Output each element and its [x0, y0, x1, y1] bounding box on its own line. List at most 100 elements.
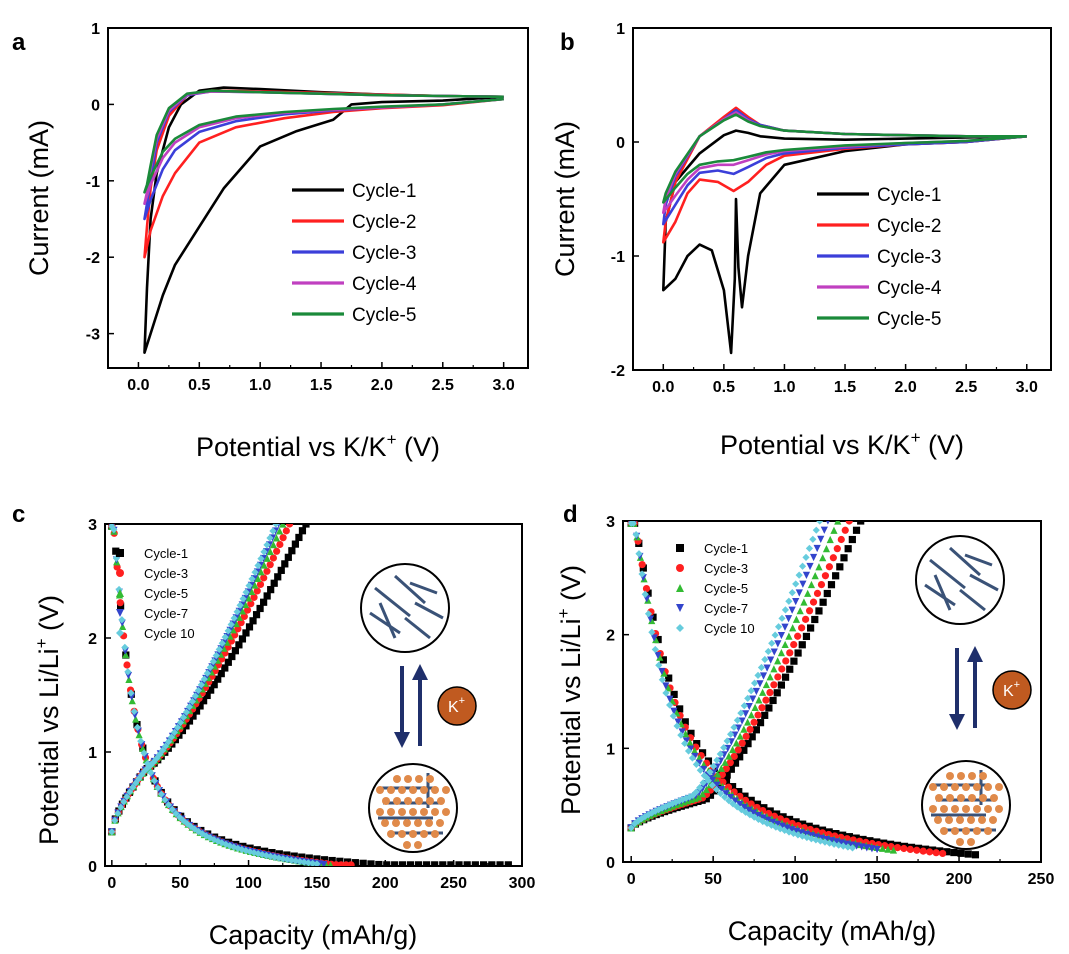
data-point [127, 689, 135, 697]
data-point [279, 534, 287, 542]
k-ion-particle [929, 805, 937, 813]
x-tick-label: 0.0 [127, 377, 149, 394]
data-point [781, 640, 789, 649]
data-point [774, 640, 782, 648]
data-point [257, 555, 265, 563]
data-point [837, 839, 846, 847]
data-point [913, 846, 921, 854]
data-point [829, 554, 837, 562]
data-point [741, 792, 749, 800]
data-point [328, 856, 336, 865]
intercalation-inset: K+ [915, 535, 1032, 850]
data-point [291, 540, 299, 548]
x-tick-label: 0.5 [188, 377, 210, 394]
data-point [692, 760, 700, 768]
data-point [726, 759, 734, 767]
data-point [122, 651, 130, 659]
data-point [770, 648, 778, 656]
x-tick-label: 1.0 [773, 379, 795, 396]
data-point [651, 645, 659, 654]
data-point [740, 702, 748, 710]
legend-label: Cycle-7 [704, 601, 748, 616]
data-point [431, 861, 439, 866]
data-point [244, 594, 253, 602]
data-point [839, 842, 847, 850]
data-point [676, 705, 684, 713]
k-ion-particle [392, 819, 400, 827]
data-point [161, 742, 170, 750]
data-point [179, 713, 188, 721]
data-point [359, 859, 367, 866]
data-point [263, 592, 271, 600]
panel-letter-b: b [560, 29, 575, 56]
data-point [108, 524, 116, 530]
data-point [239, 595, 247, 603]
k-ion-particle [404, 775, 412, 783]
k-ion-particle [962, 783, 970, 791]
data-point [759, 814, 767, 822]
data-point [641, 590, 649, 598]
k-ion-particle [393, 797, 401, 805]
data-point [212, 651, 220, 660]
data-point [126, 788, 134, 796]
data-point [284, 553, 292, 561]
data-point [658, 667, 666, 676]
data-point [708, 781, 716, 789]
k-ion-particle [956, 838, 964, 846]
k-ion-particle [935, 794, 943, 802]
data-point [746, 811, 754, 819]
x-tick-label: 100 [782, 871, 809, 888]
data-point [231, 647, 239, 655]
data-point [695, 793, 703, 801]
data-point [781, 606, 790, 614]
data-point [266, 561, 274, 569]
k-ion-particle [404, 797, 412, 805]
k-ion-particle [426, 775, 434, 783]
data-point [761, 655, 769, 664]
x-axis-label: Potential vs K/K+ (V) [720, 428, 964, 460]
graphene-layer [959, 588, 986, 612]
k-ion-particle [415, 775, 423, 783]
data-point [754, 815, 763, 823]
data-point [112, 547, 120, 555]
data-point [260, 598, 268, 606]
data-point [242, 588, 250, 596]
data-point [686, 738, 694, 747]
y-axis-label: Current (mA) [24, 120, 54, 276]
data-point [189, 712, 197, 720]
data-point [248, 575, 256, 583]
data-point [250, 593, 258, 601]
k-ion-particle [968, 772, 976, 780]
x-axis-label: Capacity (mAh/g) [209, 920, 418, 950]
data-point [753, 803, 761, 812]
data-point [758, 704, 766, 712]
data-point [805, 544, 814, 552]
data-point [188, 697, 196, 706]
data-series [143, 86, 504, 354]
graphene-layer [404, 616, 431, 640]
data-point [858, 843, 866, 851]
data-point [738, 739, 746, 747]
data-point [463, 861, 471, 866]
data-point [809, 535, 817, 543]
data-point [720, 743, 728, 752]
graphene-layer [409, 581, 438, 595]
data-point [740, 803, 748, 812]
k-ion-particle [436, 819, 444, 827]
data-point [822, 545, 831, 553]
data-point [802, 632, 811, 641]
y-tick-label: 1 [91, 21, 100, 38]
data-point [781, 623, 789, 631]
arrow-head [967, 646, 983, 662]
legend-label: Cycle-1 [144, 546, 188, 561]
data-point [124, 668, 132, 676]
data-point [245, 581, 253, 590]
data-point [727, 765, 735, 773]
data-point [722, 790, 730, 798]
data-point [282, 527, 290, 535]
data-point [798, 641, 806, 649]
data-point [717, 764, 725, 772]
data-point [233, 608, 241, 616]
x-tick-label: 0 [107, 875, 116, 892]
data-point [260, 548, 268, 556]
